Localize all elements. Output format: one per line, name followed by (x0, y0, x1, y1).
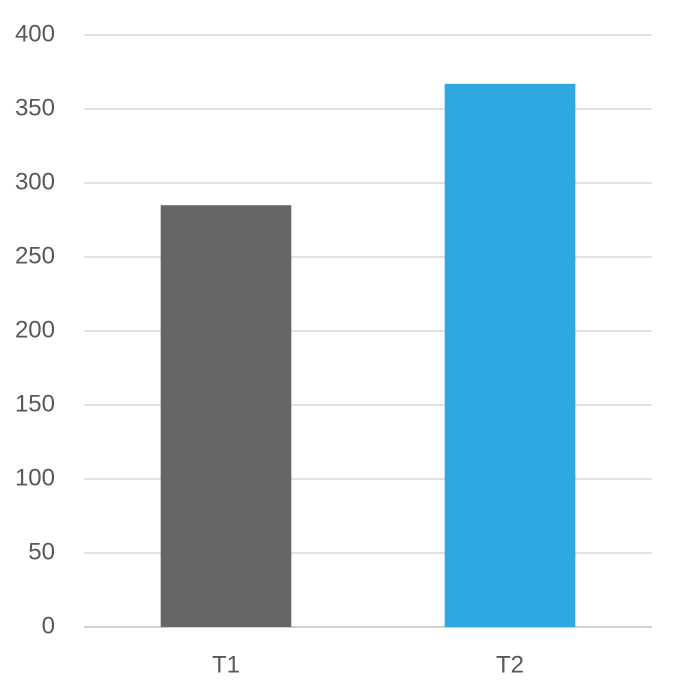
y-tick-label: 0 (42, 612, 55, 639)
y-tick-label: 350 (15, 94, 55, 121)
bar (444, 83, 576, 628)
bar (160, 205, 292, 627)
y-tick-label: 200 (15, 316, 55, 343)
y-tick-label: 300 (15, 168, 55, 195)
x-tick-label: T2 (496, 651, 524, 678)
y-tick-label: 50 (28, 538, 55, 565)
y-tick-label: 400 (15, 20, 55, 47)
y-tick-label: 150 (15, 390, 55, 417)
y-tick-label: 250 (15, 242, 55, 269)
y-tick-label: 100 (15, 464, 55, 491)
x-tick-label: T1 (212, 651, 240, 678)
